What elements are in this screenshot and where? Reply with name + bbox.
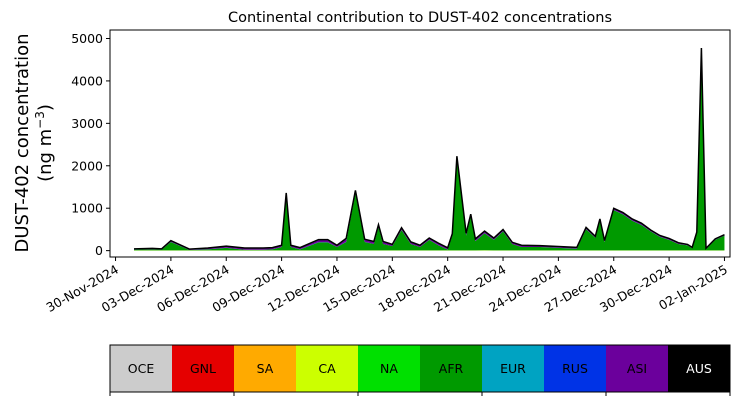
y-tick-label: 2000 — [71, 158, 103, 173]
area-asi — [133, 48, 725, 250]
legend-swatch-asi — [606, 345, 668, 392]
legend-swatch-afr — [420, 345, 482, 392]
legend-label-sa: SA — [257, 361, 274, 376]
chart-title: Continental contribution to DUST-402 con… — [228, 10, 612, 26]
x-axis: 30-Nov-202403-Dec-202406-Dec-202409-Dec-… — [44, 257, 730, 315]
legend-swatch-rus — [544, 345, 606, 392]
legend-label-oce: OCE — [128, 361, 155, 376]
plot-frame — [109, 29, 731, 258]
y-axis-label-line1: DUST-402 concentration — [12, 33, 33, 252]
y-axis: 0 1000 2000 3000 4000 5000 — [71, 31, 110, 258]
legend-swatch-aus — [668, 345, 730, 392]
y-tick-label: 3000 — [71, 116, 103, 131]
y-axis-label-line2: (ng m−3) — [33, 104, 56, 182]
legend-label-asi: ASI — [627, 361, 647, 376]
legend-swatch-oce — [110, 345, 172, 392]
legend-swatch-eur — [482, 345, 544, 392]
legend-swatch-sa — [234, 345, 296, 392]
y-tick-label: 0 — [95, 243, 103, 258]
legend-label-afr: AFR — [439, 361, 464, 376]
y-axis-label: DUST-402 concentration (ng m−3) — [12, 33, 56, 252]
y-tick-label: 1000 — [71, 201, 103, 216]
colorbar-legend: OCE GNL SA CA NA AFR EUR RUS ASI AUS — [109, 344, 731, 396]
total-line — [133, 48, 725, 251]
legend-label-ca: CA — [318, 361, 336, 376]
legend-label-na: NA — [380, 361, 398, 376]
plot-area — [133, 48, 725, 251]
legend-label-rus: RUS — [562, 361, 588, 376]
y-tick-label: 4000 — [71, 73, 103, 88]
legend-label-eur: EUR — [500, 361, 526, 376]
legend-label-aus: AUS — [686, 361, 712, 376]
legend-swatch-na — [358, 345, 420, 392]
legend-swatch-ca — [296, 345, 358, 392]
legend-frame — [109, 344, 731, 393]
legend-swatch-gnl — [172, 345, 234, 392]
legend-label-gnl: GNL — [190, 361, 216, 376]
y-tick-label: 5000 — [71, 31, 103, 46]
